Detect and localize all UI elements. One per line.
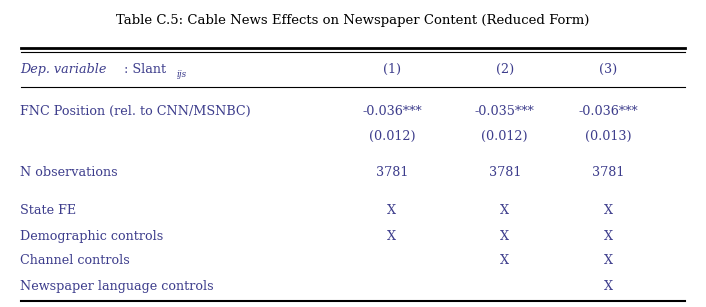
Text: X: X [388, 204, 396, 217]
Text: ijs: ijs [176, 70, 186, 79]
Text: X: X [604, 255, 613, 267]
Text: (0.012): (0.012) [369, 130, 415, 143]
Text: (0.012): (0.012) [481, 130, 528, 143]
Text: Demographic controls: Demographic controls [20, 230, 163, 243]
Text: -0.035***: -0.035*** [475, 105, 534, 118]
Text: (2): (2) [496, 63, 514, 76]
Text: (3): (3) [599, 63, 618, 76]
Text: X: X [604, 230, 613, 243]
Text: N observations: N observations [20, 166, 117, 179]
Text: 3781: 3781 [592, 166, 625, 179]
Text: Dep. variable: Dep. variable [20, 63, 106, 76]
Text: State FE: State FE [20, 204, 76, 217]
Text: (1): (1) [383, 63, 401, 76]
Text: X: X [604, 204, 613, 217]
Text: X: X [501, 204, 509, 217]
Text: FNC Position (rel. to CNN/MSNBC): FNC Position (rel. to CNN/MSNBC) [20, 105, 251, 118]
Text: : Slant: : Slant [124, 63, 167, 76]
Text: -0.036***: -0.036*** [362, 105, 421, 118]
Text: -0.036***: -0.036*** [579, 105, 638, 118]
Text: X: X [388, 230, 396, 243]
Text: Table C.5: Cable News Effects on Newspaper Content (Reduced Form): Table C.5: Cable News Effects on Newspap… [116, 14, 590, 27]
Text: 3781: 3781 [489, 166, 521, 179]
Text: X: X [604, 280, 613, 293]
Text: X: X [501, 255, 509, 267]
Text: Newspaper language controls: Newspaper language controls [20, 280, 213, 293]
Text: Channel controls: Channel controls [20, 255, 129, 267]
Text: X: X [501, 230, 509, 243]
Text: (0.013): (0.013) [585, 130, 632, 143]
Text: 3781: 3781 [376, 166, 408, 179]
